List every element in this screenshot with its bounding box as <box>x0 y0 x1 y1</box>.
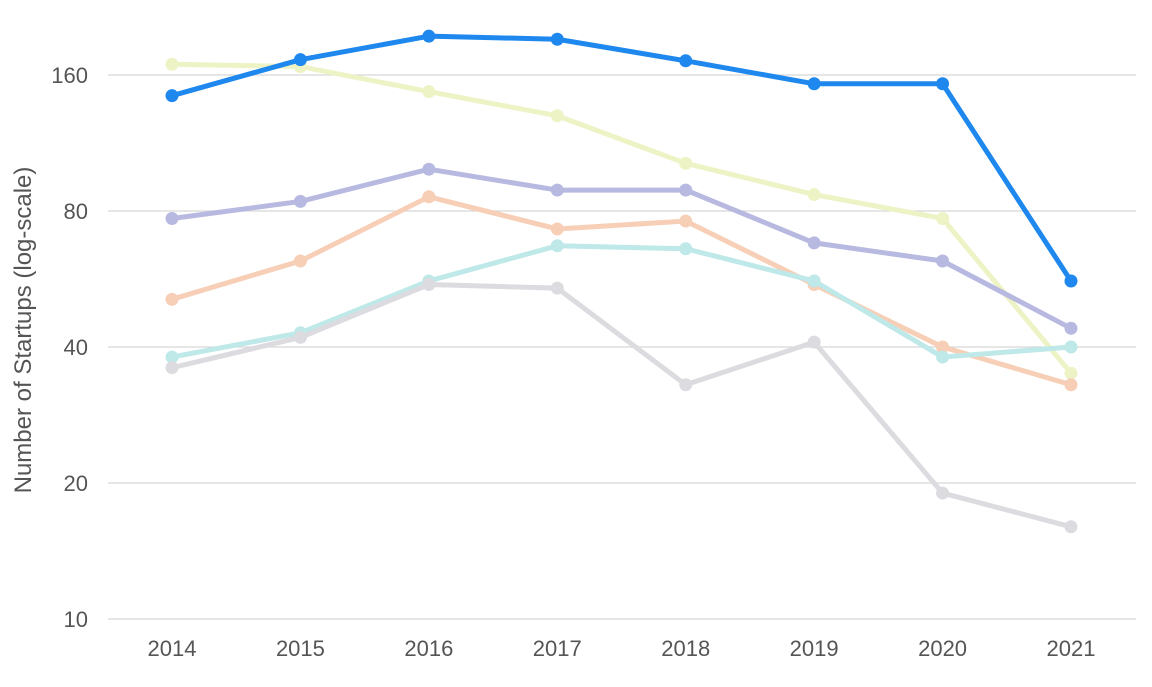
data-point[interactable] <box>165 361 179 375</box>
x-tick-label: 2021 <box>1047 636 1096 661</box>
data-point[interactable] <box>1064 321 1078 335</box>
y-tick-label: 40 <box>64 335 88 360</box>
data-point[interactable] <box>550 32 564 46</box>
data-point[interactable] <box>422 162 436 176</box>
data-point[interactable] <box>936 340 950 354</box>
series-2 <box>165 190 1078 392</box>
data-point[interactable] <box>679 378 693 392</box>
series-line <box>171 194 1072 388</box>
x-tick-label: 2015 <box>276 636 325 661</box>
data-point[interactable] <box>1064 274 1078 288</box>
data-point[interactable] <box>807 77 821 91</box>
x-tick-labels: 2014 2015 2016 2017 2018 2019 2020 2021 <box>148 636 1096 661</box>
series-5 <box>165 29 1078 288</box>
data-point[interactable] <box>936 77 950 91</box>
y-tick-labels: 10 20 40 80 160 <box>51 63 88 632</box>
data-point[interactable] <box>293 53 307 67</box>
data-point[interactable] <box>422 190 436 204</box>
x-tick-label: 2019 <box>790 636 839 661</box>
series-1 <box>165 162 1078 335</box>
series-line <box>171 282 1072 530</box>
data-point[interactable] <box>550 183 564 197</box>
data-point[interactable] <box>1064 366 1078 380</box>
series-line <box>171 33 1074 283</box>
data-point[interactable] <box>807 335 821 349</box>
x-tick-label: 2020 <box>918 636 967 661</box>
y-tick-label: 10 <box>64 607 88 632</box>
y-axis-label: Number of Startups (log-scale) <box>10 167 37 494</box>
series-4 <box>165 278 1078 534</box>
series-0 <box>165 57 1078 380</box>
data-point[interactable] <box>550 281 564 295</box>
y-tick-label: 20 <box>64 471 88 496</box>
data-point[interactable] <box>936 486 950 500</box>
data-point[interactable] <box>422 278 436 292</box>
x-tick-label: 2017 <box>533 636 582 661</box>
series-3 <box>165 239 1078 364</box>
x-tick-label: 2018 <box>661 636 710 661</box>
data-point[interactable] <box>679 183 693 197</box>
data-point[interactable] <box>1064 378 1078 392</box>
data-point[interactable] <box>550 109 564 123</box>
data-point[interactable] <box>165 89 179 103</box>
x-tick-label: 2016 <box>404 636 453 661</box>
data-point[interactable] <box>679 54 693 68</box>
data-point[interactable] <box>165 350 179 364</box>
gridlines <box>108 74 1136 620</box>
data-point[interactable] <box>550 239 564 253</box>
data-point[interactable] <box>936 254 950 268</box>
data-point[interactable] <box>679 214 693 228</box>
x-tick-label: 2014 <box>148 636 197 661</box>
data-point[interactable] <box>165 57 179 71</box>
data-point[interactable] <box>1064 340 1078 354</box>
data-point[interactable] <box>165 211 179 225</box>
data-point[interactable] <box>679 242 693 256</box>
series-line <box>171 166 1073 331</box>
y-tick-label: 80 <box>64 199 88 224</box>
data-point[interactable] <box>807 188 821 202</box>
data-point[interactable] <box>679 156 693 170</box>
data-point[interactable] <box>1064 520 1078 534</box>
data-point[interactable] <box>807 274 821 288</box>
data-point[interactable] <box>293 194 307 208</box>
data-point[interactable] <box>293 254 307 268</box>
data-point[interactable] <box>936 350 950 364</box>
data-point[interactable] <box>165 292 179 306</box>
y-tick-label: 160 <box>51 63 88 88</box>
series-line <box>171 61 1073 375</box>
data-point[interactable] <box>807 236 821 250</box>
data-point[interactable] <box>550 222 564 236</box>
data-point[interactable] <box>936 211 950 225</box>
data-point[interactable] <box>422 85 436 99</box>
data-point[interactable] <box>422 29 436 43</box>
series-group <box>165 29 1078 534</box>
series-line <box>171 243 1072 360</box>
data-point[interactable] <box>293 330 307 344</box>
